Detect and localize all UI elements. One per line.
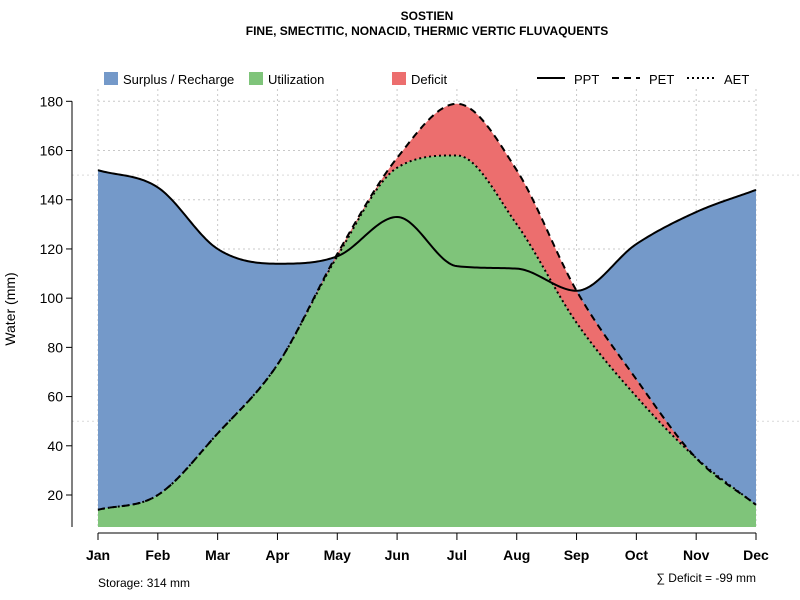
- chart-subtitle: FINE, SMECTITIC, NONACID, THERMIC VERTIC…: [246, 24, 608, 38]
- y-tick-label: 140: [40, 192, 64, 208]
- x-tick-label-oct: Oct: [625, 547, 649, 563]
- chart-title: SOSTIEN: [401, 9, 454, 23]
- y-tick-label: 120: [40, 241, 64, 257]
- y-tick-label: 40: [47, 438, 63, 454]
- y-tick-label: 20: [47, 487, 63, 503]
- x-tick-label-apr: Apr: [265, 547, 290, 563]
- x-tick-label-jul: Jul: [447, 547, 467, 563]
- series-lines: [97, 102, 757, 511]
- legend-label-pet: PET: [649, 72, 674, 87]
- legend-swatch-utilization: [249, 72, 263, 85]
- x-tick-label-sep: Sep: [564, 547, 590, 563]
- x-tick-label-nov: Nov: [683, 547, 710, 563]
- y-tick-label: 60: [47, 389, 63, 405]
- x-tick-label-jun: Jun: [385, 547, 410, 563]
- legend-label-utilization: Utilization: [268, 72, 324, 87]
- storage-note: Storage: 314 mm: [98, 576, 190, 590]
- y-tick-label: 100: [40, 290, 64, 306]
- ppt-line: [97, 169, 757, 292]
- pet-line: [97, 102, 757, 511]
- x-tick-label-mar: Mar: [205, 547, 230, 563]
- y-axis-label: Water (mm): [2, 272, 18, 345]
- x-tick-label-aug: Aug: [503, 547, 530, 563]
- deficit-note: ∑ Deficit = -99 mm: [656, 571, 756, 585]
- legend-swatch-surplus: [104, 72, 118, 85]
- y-tick-label: 80: [47, 339, 63, 355]
- utilization-area: [98, 155, 756, 527]
- legend-swatch-deficit: [392, 72, 406, 85]
- y-tick-label: 160: [40, 143, 64, 159]
- legend: Surplus / Recharge Utilization Deficit P…: [104, 72, 749, 87]
- x-tick-label-jan: Jan: [86, 547, 110, 563]
- legend-label-aet: AET: [724, 72, 749, 87]
- x-tick-label-dec: Dec: [743, 547, 769, 563]
- aet-line: [97, 154, 757, 511]
- axes: 20 40 60 80 100 120 140 160 180 Jan Feb Mar Apr May Ju…: [40, 93, 769, 563]
- legend-label-deficit: Deficit: [411, 72, 448, 87]
- x-tick-label-may: May: [324, 547, 351, 563]
- y-tick-label: 180: [40, 93, 64, 109]
- area-layer: [98, 103, 756, 527]
- legend-label-surplus: Surplus / Recharge: [123, 72, 234, 87]
- legend-label-ppt: PPT: [574, 72, 599, 87]
- x-tick-label-feb: Feb: [145, 547, 170, 563]
